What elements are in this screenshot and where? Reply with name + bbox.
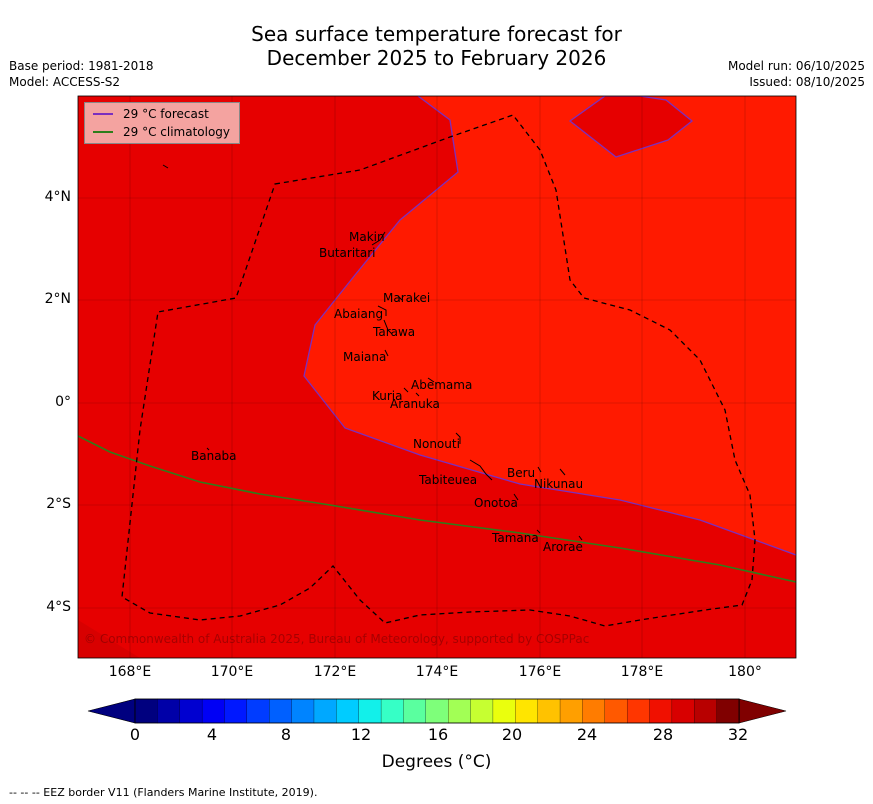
- colorbar-cell: [179, 698, 203, 724]
- colorbar-cell: [358, 698, 382, 724]
- island-label: Banaba: [191, 449, 237, 463]
- lon-label: 180°: [728, 664, 762, 680]
- colorbar-cell: [291, 698, 315, 724]
- colorbar-label: Degrees (°C): [381, 752, 492, 772]
- colorbar-cell: [336, 698, 360, 724]
- eez-footnote: -- -- -- EEZ border V11 (Flanders Marine…: [9, 786, 318, 799]
- map-panel: [78, 96, 796, 658]
- copyright-text: © Commonwealth of Australia 2025, Bureau…: [84, 632, 590, 646]
- island-label: Tamana: [492, 531, 539, 545]
- island-label: Abemama: [411, 378, 473, 392]
- island-label: Makin: [349, 230, 385, 244]
- colorbar-cell: [492, 698, 516, 724]
- colorbar-tick-label: 20: [501, 725, 523, 744]
- lat-label: 4°S: [46, 599, 71, 615]
- colorbar-tick-label: 0: [129, 725, 141, 744]
- colorbar-frame: [134, 698, 740, 724]
- island-label: Tarawa: [373, 325, 416, 339]
- model-text: Model: ACCESS-S2: [9, 75, 121, 89]
- lon-label: 168°E: [108, 664, 152, 680]
- legend-climatology: 29 °C climatology: [93, 124, 230, 140]
- colorbar-cell: [559, 698, 584, 724]
- colorbar-tick-label: 4: [206, 725, 218, 744]
- colorbar-cell: [313, 698, 337, 724]
- lon-label: 172°E: [313, 664, 357, 680]
- lat-label: 0°: [55, 394, 71, 410]
- legend-climatology-label: 29 °C climatology: [123, 125, 231, 139]
- colorbar-cell: [380, 698, 405, 724]
- lon-label: 176°E: [518, 664, 562, 680]
- island-label: Onotoa: [474, 496, 518, 510]
- island-label: Tabiteuea: [419, 473, 478, 487]
- colorbar-cell: [470, 698, 494, 724]
- colorbar-tick-label: 32: [727, 725, 749, 744]
- island-label: Beru: [507, 466, 536, 480]
- island-label: Abaiang: [334, 307, 384, 321]
- colorbar-cell: [246, 698, 270, 724]
- colorbar-cell: [649, 698, 673, 724]
- forecast-29c-patch: [568, 96, 694, 158]
- issued-text: Issued: 08/10/2025: [749, 75, 865, 89]
- colorbar-cell: [269, 698, 293, 724]
- lon-label: 178°E: [620, 664, 664, 680]
- colorbar-tick-label: 16: [427, 725, 449, 744]
- lon-label: 170°E: [210, 664, 254, 680]
- lat-label: 2°N: [44, 291, 71, 307]
- meta-right: Model run: 06/10/2025 Issued: 08/10/2025: [728, 58, 865, 90]
- colorbar-cell: [537, 698, 561, 724]
- map-frame: [77, 95, 797, 659]
- island-label: Nikunau: [534, 477, 584, 491]
- colorbar-cell: [425, 698, 449, 724]
- base-period-text: Base period: 1981-2018: [9, 59, 154, 73]
- model-run-text: Model run: 06/10/2025: [727, 59, 865, 73]
- colorbar-low-arrow: [87, 698, 136, 724]
- colorbar-cell: [582, 698, 606, 724]
- climatology-line-swatch: [93, 131, 113, 133]
- colorbar-cell: [626, 698, 651, 724]
- colorbar-cell: [604, 698, 628, 724]
- title-line-2: December 2025 to February 2026: [266, 46, 607, 70]
- colorbar-cell: [448, 698, 472, 724]
- meta-left: Base period: 1981-2018 Model: ACCESS-S2: [9, 58, 154, 90]
- colorbar-tick-label: 28: [652, 725, 674, 744]
- colorbar-cell: [694, 698, 718, 724]
- colorbar-cell: [716, 698, 740, 724]
- forecast-line-swatch: [93, 113, 113, 115]
- island-outlines: [162, 164, 583, 541]
- colorbar-cell: [515, 698, 539, 724]
- chart-title: Sea surface temperature forecast for Dec…: [0, 22, 873, 70]
- island-label: Kuria: [372, 389, 403, 403]
- legend-forecast: 29 °C forecast: [93, 106, 209, 122]
- island-label: Maiana: [343, 350, 387, 364]
- colorbar-tick-label: 24: [576, 725, 598, 744]
- lat-label: 4°N: [44, 189, 71, 205]
- colorbar-cell: [671, 698, 695, 724]
- island-label: Aranuka: [390, 397, 440, 411]
- title-line-1: Sea surface temperature forecast for: [251, 22, 622, 46]
- colorbar: [87, 698, 787, 724]
- island-label: Butaritari: [319, 246, 376, 260]
- lon-label: 174°E: [415, 664, 459, 680]
- legend: 29 °C forecast 29 °C climatology: [84, 102, 240, 144]
- colorbar-high-arrow: [738, 698, 787, 724]
- colorbar-tick-label: 8: [280, 725, 292, 744]
- island-label: Arorae: [543, 540, 583, 554]
- gridlines: [78, 96, 796, 658]
- sst-shade-patch: [78, 620, 140, 658]
- colorbar-cell: [157, 698, 181, 724]
- colorbar-cell: [201, 698, 226, 724]
- forecast-29c-contour: [303, 96, 796, 556]
- lat-label: 2°S: [46, 496, 71, 512]
- colorbar-cell: [134, 698, 159, 724]
- colorbar-cell: [403, 698, 427, 724]
- island-label: Marakei: [383, 291, 431, 305]
- legend-forecast-label: 29 °C forecast: [123, 107, 209, 121]
- colorbar-tick-label: 12: [350, 725, 372, 744]
- island-label: Nonouti: [413, 437, 460, 451]
- sst-above-29-region: [304, 96, 796, 555]
- eez-border: [121, 114, 756, 627]
- colorbar-cell: [224, 698, 248, 724]
